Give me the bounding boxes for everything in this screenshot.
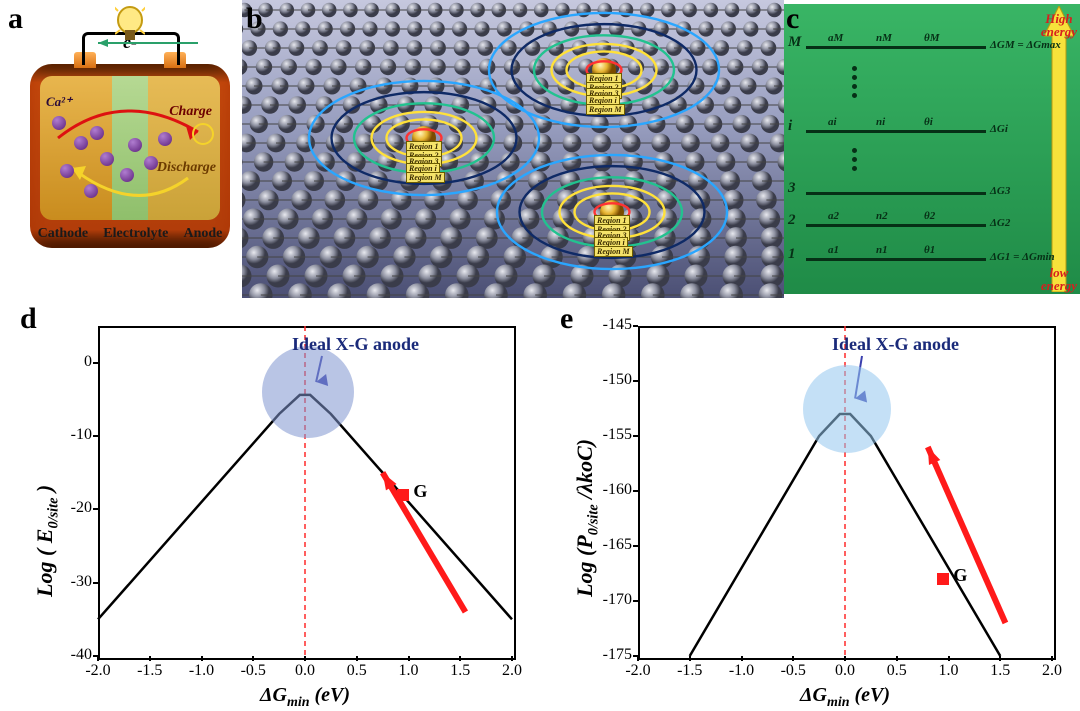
electrolyte-label: Electrolyte xyxy=(103,226,168,242)
battery-icon: e- Ca²⁺ Charge Discharge xyxy=(30,64,230,248)
panel-label-e: e xyxy=(560,302,573,336)
electron-flow-arrow xyxy=(88,36,208,50)
high-energy-label: Highenergy xyxy=(1041,12,1077,38)
cathode-label: Cathode xyxy=(38,226,89,242)
panel-label-a: a xyxy=(8,2,23,36)
panel-b: b Region 1Region 2Region 3Region iRegion… xyxy=(242,0,784,298)
panel-label-d: d xyxy=(20,302,37,336)
panel-c: c Highenergy lowenergy MaMnMθMΔGM = ΔGma… xyxy=(784,0,1080,298)
panel-e: e -175-170-165-160-155-150-145-2.0-1.5-1… xyxy=(540,298,1080,708)
low-energy-label: lowenergy xyxy=(1041,266,1077,292)
panel-label-c: c xyxy=(786,2,799,36)
panel-d: d -40-30-20-100-2.0-1.5-1.0-0.50.00.51.0… xyxy=(0,298,540,708)
bulb-icon xyxy=(115,6,145,40)
panel-a: a e- Ca²⁺ xyxy=(0,0,242,298)
panel-label-b: b xyxy=(246,2,263,36)
graphene-diagram xyxy=(242,0,784,298)
anode-label: Anode xyxy=(184,226,223,242)
